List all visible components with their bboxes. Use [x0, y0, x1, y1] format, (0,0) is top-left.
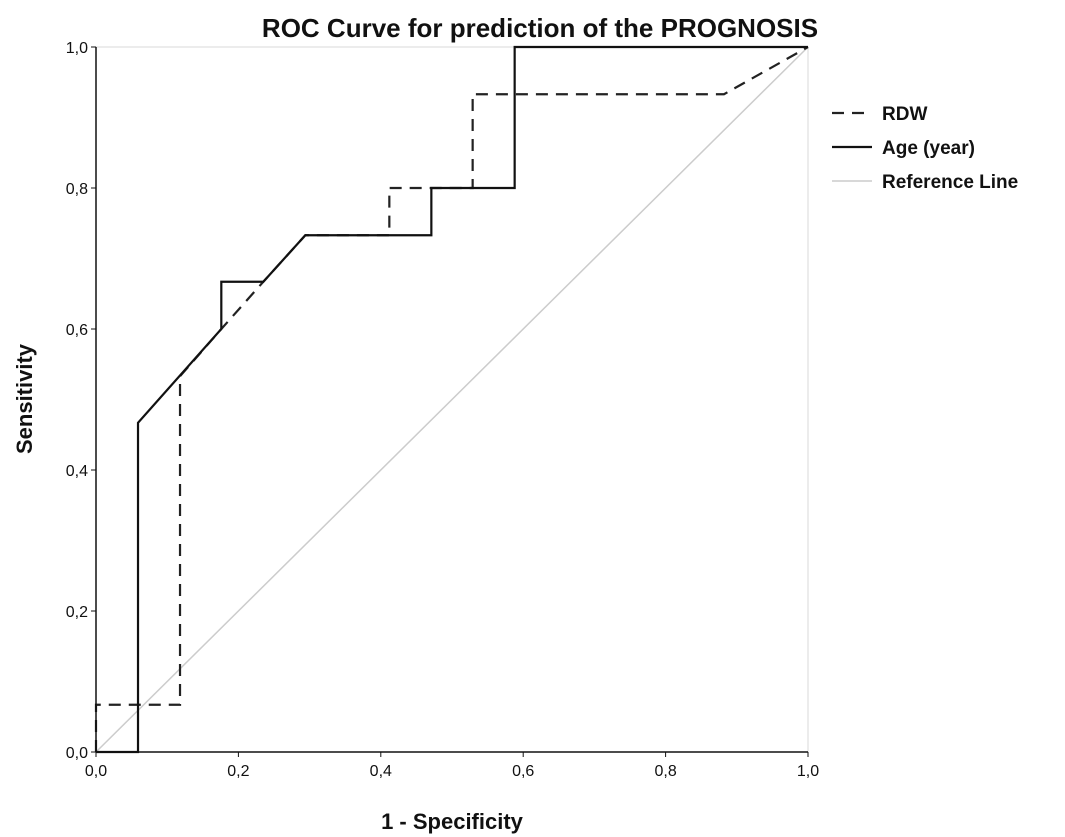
x-tick-label: 0,6: [512, 763, 534, 780]
axes: 0,0 0,2 0,4 0,6 0,8 1,0 0,0 0,2 0,4 0,6 0,8 1,0: [66, 40, 819, 780]
y-tick-label: 0,4: [66, 463, 88, 480]
y-tick-label: 0,8: [66, 181, 88, 198]
legend: RDW Age (year) Reference Line: [832, 104, 1018, 193]
series-reference-line-line: [95, 46, 809, 753]
x-tick-label: 1,0: [797, 763, 819, 780]
legend-label: Age (year): [882, 138, 975, 159]
legend-item-age-year: Age (year): [832, 138, 975, 159]
y-axis-label: Sensitivity: [12, 343, 37, 454]
y-tick-label: 0,6: [66, 322, 88, 339]
x-tick-label: 0,8: [654, 763, 676, 780]
legend-label: RDW: [882, 104, 927, 125]
x-tick-label: 0,4: [370, 763, 392, 780]
series-layer: [94, 45, 809, 754]
series-age-year-line: [96, 45, 808, 754]
legend-item-reference-line: Reference Line: [832, 172, 1018, 193]
y-tick-label: 0,0: [66, 745, 88, 762]
x-tick-label: 0,2: [227, 763, 249, 780]
legend-item-rdw: RDW: [832, 104, 927, 125]
y-tick-label: 0,2: [66, 604, 88, 621]
x-tick-label: 0,0: [85, 763, 107, 780]
legend-label: Reference Line: [882, 172, 1018, 193]
y-tick-label: 1,0: [66, 40, 88, 57]
chart-title: ROC Curve for prediction of the PROGNOSI…: [262, 13, 818, 43]
x-axis-label: 1 - Specificity: [381, 809, 524, 834]
